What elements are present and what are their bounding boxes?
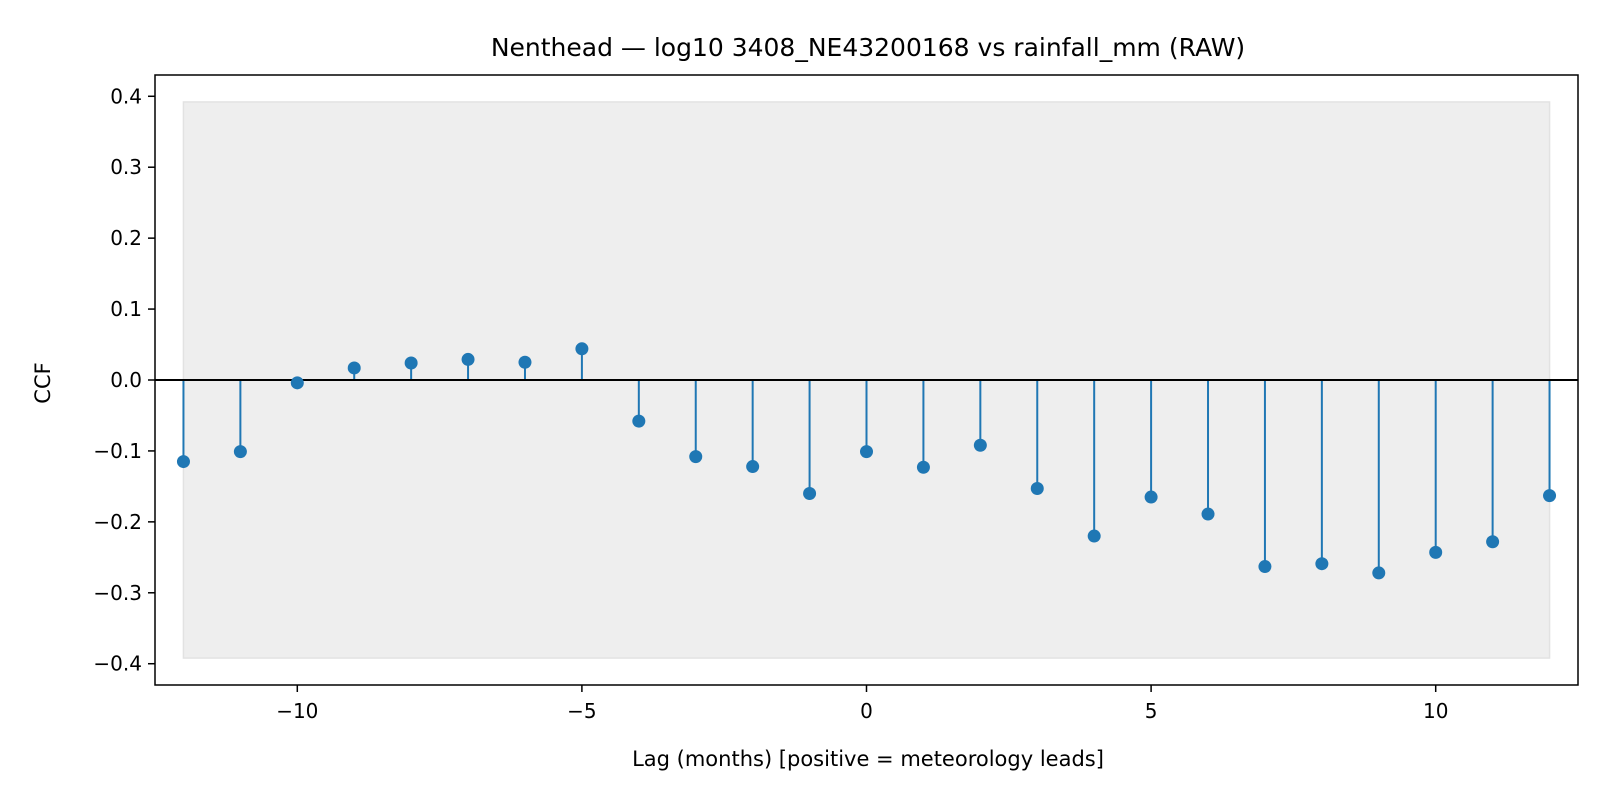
stem-marker (1372, 566, 1386, 580)
y-tick-label: −0.2 (93, 510, 142, 534)
stem-marker (290, 376, 304, 390)
y-tick-label: 0.2 (110, 226, 142, 250)
plot-area (155, 101, 1578, 659)
stem-marker (518, 355, 532, 369)
chart-title: Nenthead — log10 3408_NE43200168 vs rain… (491, 33, 1245, 62)
x-tick-label: 0 (860, 699, 873, 723)
x-axis-label: Lag (months) [positive = meteorology lea… (632, 747, 1104, 771)
stem-marker (404, 356, 418, 370)
x-tick-label: 10 (1423, 699, 1448, 723)
x-axis: −10 −5 0 5 10 (276, 685, 1448, 723)
stem-marker (461, 352, 475, 366)
y-tick-label: −0.3 (93, 581, 142, 605)
stem-marker (803, 486, 817, 500)
stem-marker (860, 445, 873, 459)
x-tick-label: −5 (567, 699, 596, 723)
y-tick-label: 0.4 (110, 84, 142, 108)
stem-marker (746, 460, 760, 474)
stem-marker (1258, 560, 1272, 574)
stem-marker (973, 438, 987, 452)
stem-marker (916, 460, 930, 474)
stem-marker (1201, 507, 1215, 521)
y-tick-label: 0.3 (110, 155, 142, 179)
stem-marker (1543, 489, 1557, 503)
stem-marker (1144, 490, 1158, 504)
stem-marker (1030, 482, 1044, 496)
stem-marker (689, 450, 703, 464)
stem-marker (1087, 529, 1101, 543)
y-axis-label: CCF (31, 362, 55, 403)
y-tick-label: −0.4 (93, 652, 142, 676)
stem-marker (1315, 557, 1329, 571)
y-tick-label: 0.1 (110, 297, 142, 321)
y-axis: 0.4 0.3 0.2 0.1 0.0 −0.1 −0.2 −0.3 −0.4 (93, 84, 155, 676)
stem-marker (176, 455, 190, 469)
stem-marker (1486, 535, 1500, 549)
stem-marker (347, 361, 361, 375)
x-tick-label: −10 (276, 699, 318, 723)
stem-marker (1429, 545, 1443, 559)
stem-marker (233, 445, 247, 459)
y-tick-label: −0.1 (93, 439, 142, 463)
x-tick-label: 5 (1145, 699, 1158, 723)
stem-marker (575, 342, 589, 356)
y-tick-label: 0.0 (110, 368, 142, 392)
stem-marker (632, 414, 646, 428)
